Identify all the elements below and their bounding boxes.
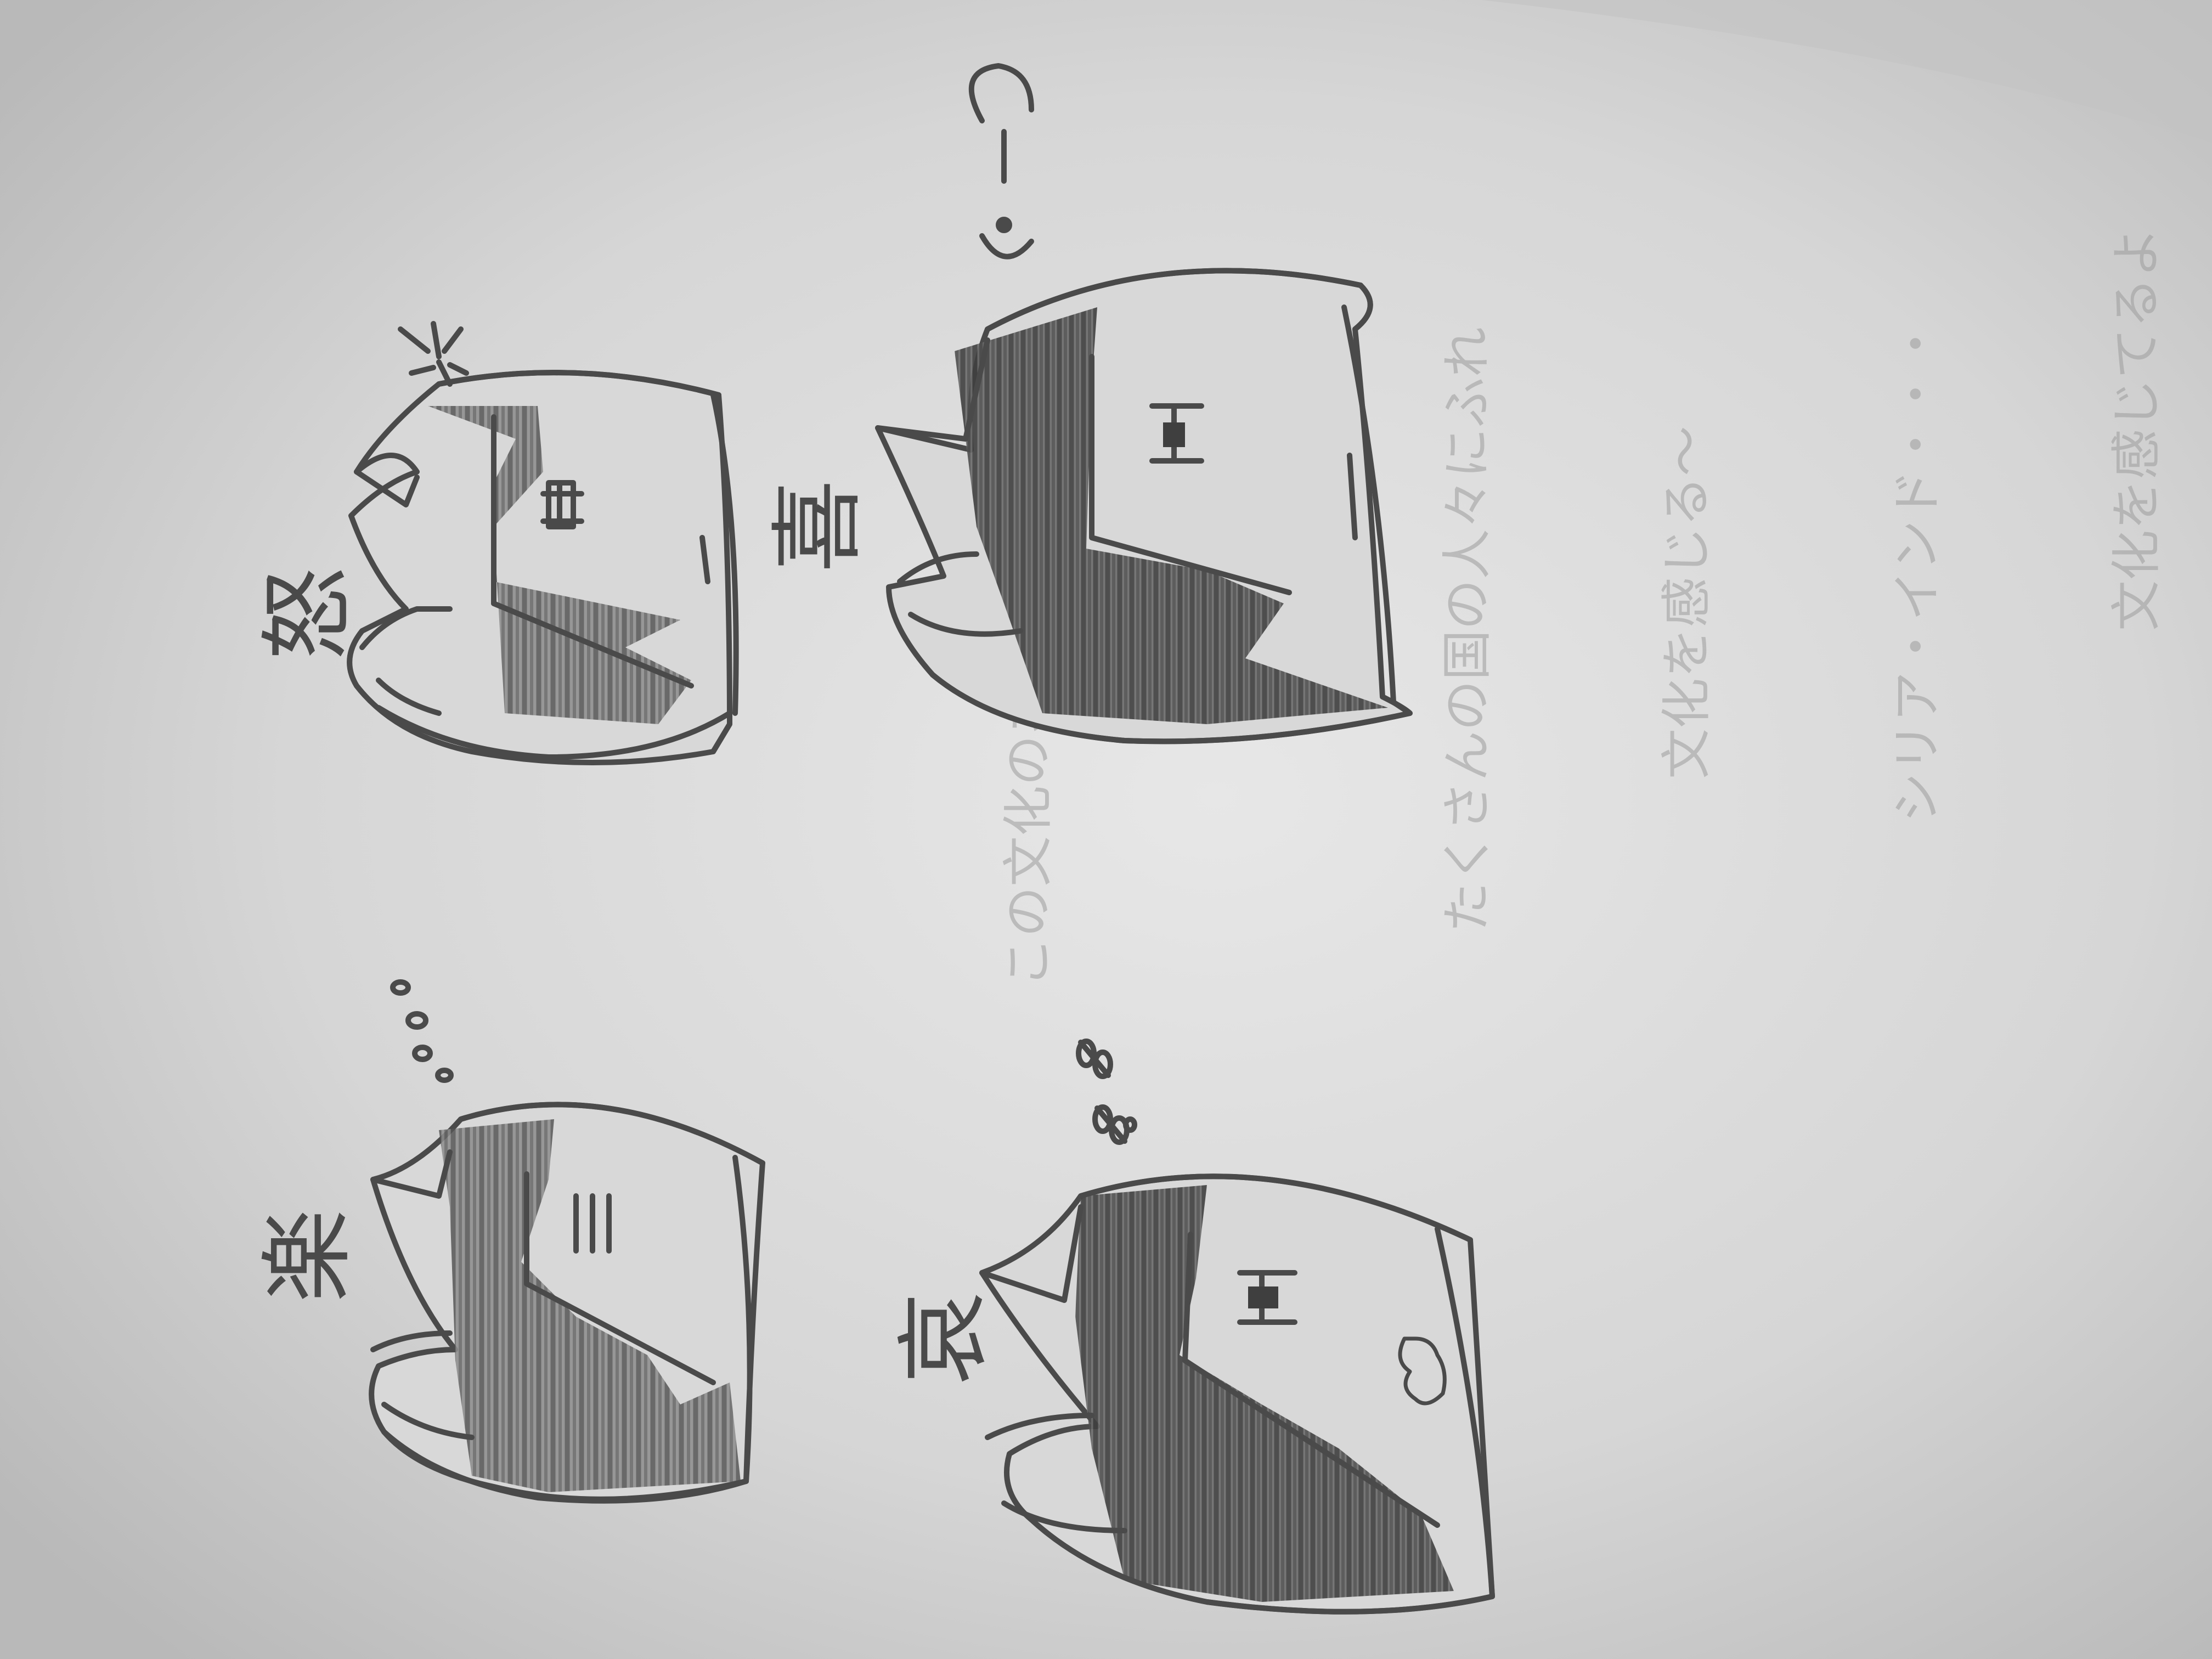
cat-drawing-angry: [347, 321, 739, 765]
anger-mark: [398, 321, 469, 387]
tear-bubble: [390, 979, 411, 996]
surprise-mark: [968, 63, 1034, 123]
tear-bubble: [405, 1011, 428, 1030]
emotion-label-fun: 楽: [258, 1210, 351, 1319]
tear-bubble: [412, 1045, 433, 1062]
emotion-label-sad: 哀: [894, 1293, 988, 1401]
cat-drawing-sad: [369, 979, 765, 1504]
cat-drawing-fun: [979, 1039, 1495, 1615]
emotion-label-happy: 喜: [768, 481, 861, 589]
music-notes: [1076, 1039, 1137, 1145]
tear-bubble: [435, 1068, 454, 1083]
cat-drawing-happy: [875, 63, 1413, 744]
emotion-label-angry: 怒: [258, 568, 351, 677]
